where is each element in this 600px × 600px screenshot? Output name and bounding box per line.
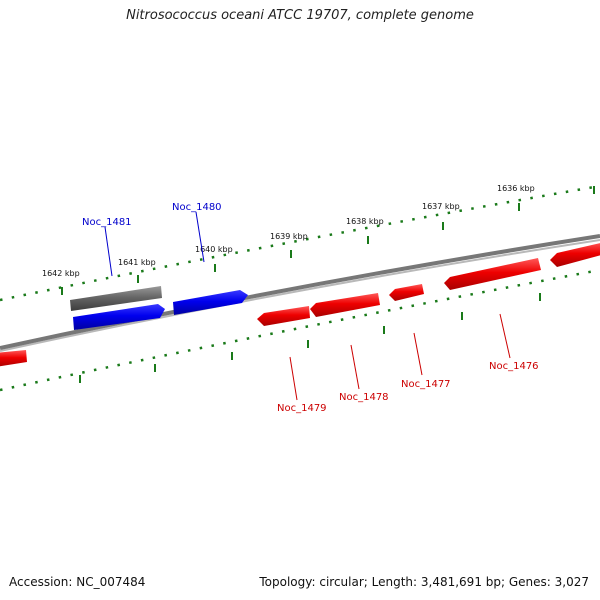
leader-line-noc-1478 bbox=[350, 344, 360, 390]
gene-arrow-noc-1479 bbox=[257, 306, 310, 326]
reverse-gene-labels: Noc_1479 Noc_1478 Noc_1477 Noc_1476 bbox=[277, 313, 539, 414]
scale-label: 1642 kbp bbox=[42, 269, 80, 278]
outer-scale-ring bbox=[0, 184, 600, 302]
gene-arrow-left-edge bbox=[0, 350, 27, 367]
gray-feature bbox=[70, 286, 162, 311]
gene-label-noc-1481: Noc_1481 bbox=[82, 217, 132, 228]
forward-gene-labels: Noc_1481 Noc_1480 bbox=[82, 202, 222, 277]
inner-major-ticks bbox=[79, 293, 541, 383]
scale-label: 1638 kbp bbox=[346, 217, 384, 226]
accession-label: Accession: NC_007484 bbox=[9, 575, 146, 589]
scale-label: 1636 kbp bbox=[497, 184, 535, 193]
leader-line-noc-1479 bbox=[289, 356, 298, 401]
gene-arrow-noc-1477 bbox=[389, 284, 424, 301]
gene-arrow-noc-1481 bbox=[73, 304, 165, 330]
scale-labels: 1636 kbp 1637 kbp 1638 kbp 1639 kbp 1640… bbox=[42, 184, 535, 278]
gene-label-noc-1480: Noc_1480 bbox=[172, 202, 222, 213]
forward-strand-features bbox=[70, 286, 248, 330]
leader-line-noc-1477 bbox=[413, 332, 423, 376]
gene-label-noc-1476: Noc_1476 bbox=[489, 361, 539, 372]
outer-scale-dots bbox=[0, 184, 600, 302]
genome-summary-label: Topology: circular; Length: 3,481,691 bp… bbox=[259, 575, 589, 589]
gene-label-noc-1478: Noc_1478 bbox=[339, 392, 389, 403]
leader-line-noc-1476 bbox=[499, 313, 511, 359]
gene-arrow-noc-1476 bbox=[444, 258, 541, 290]
reverse-strand-features bbox=[0, 243, 600, 367]
gene-label-noc-1479: Noc_1479 bbox=[277, 403, 327, 414]
gene-label-noc-1477: Noc_1477 bbox=[401, 379, 451, 390]
leader-line-noc-1481 bbox=[104, 226, 113, 277]
backbone-line bbox=[0, 234, 600, 350]
backbone-shadow bbox=[0, 239, 600, 352]
scale-label: 1637 kbp bbox=[422, 202, 460, 211]
genome-backbone bbox=[0, 234, 600, 352]
scale-label: 1640 kbp bbox=[195, 245, 233, 254]
scale-label: 1641 kbp bbox=[118, 258, 156, 267]
gene-arrow-noc-1478 bbox=[310, 293, 380, 317]
gene-arrow-noc-1480 bbox=[173, 290, 248, 315]
inner-scale-ring bbox=[0, 268, 600, 392]
outer-major-ticks bbox=[61, 186, 595, 295]
scale-label: 1639 kbp bbox=[270, 232, 308, 241]
leader-line-noc-1480 bbox=[195, 211, 205, 263]
inner-scale-dots bbox=[0, 268, 600, 392]
map-title: Nitrosococcus oceani ATCC 19707, complet… bbox=[126, 8, 474, 23]
gene-arrow-right-edge bbox=[550, 243, 600, 267]
